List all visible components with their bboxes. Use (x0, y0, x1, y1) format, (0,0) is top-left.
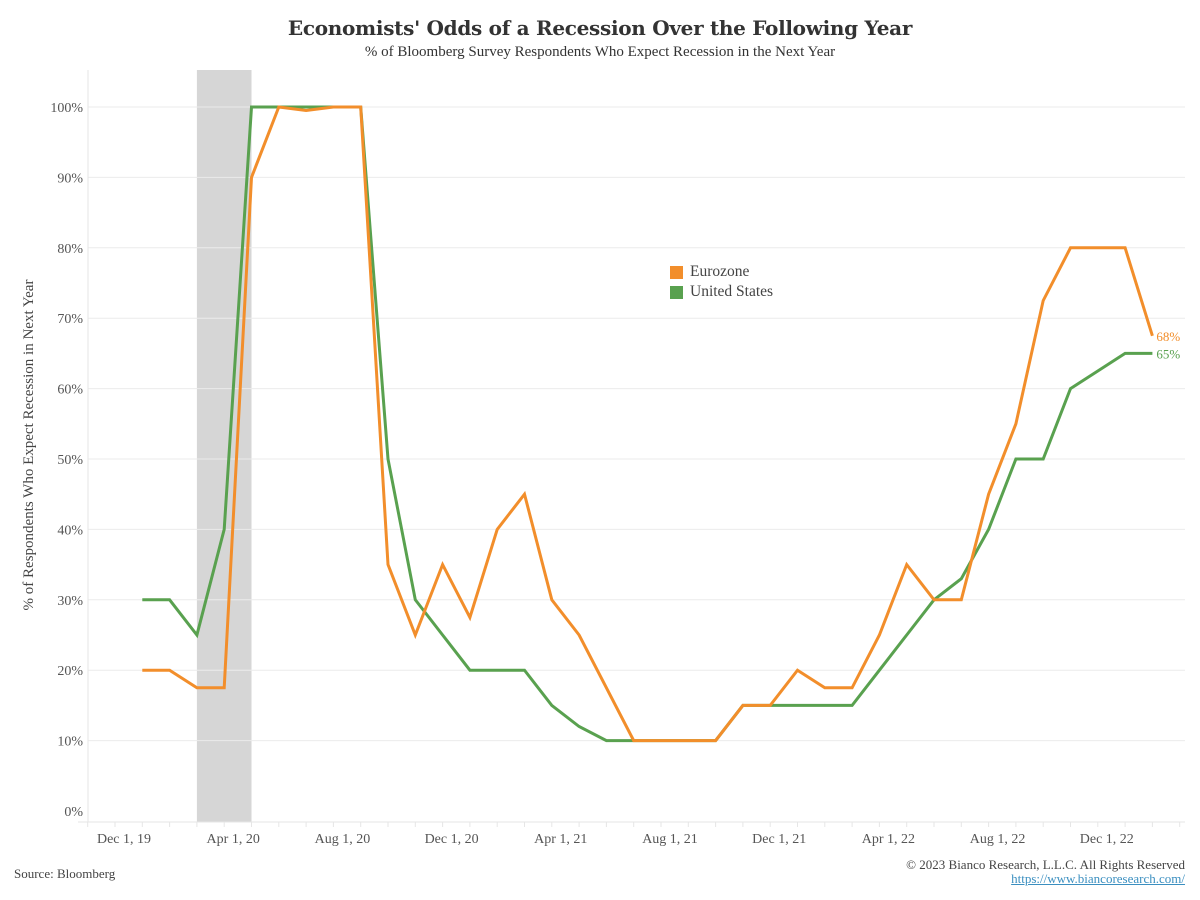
y-tick-label: 60% (57, 383, 83, 398)
x-tick-label: Aug 1, 20 (315, 832, 371, 847)
legend-label: Eurozone (690, 263, 750, 280)
chart-subtitle: % of Bloomberg Survey Respondents Who Ex… (364, 44, 836, 60)
legend: Eurozone United States (670, 262, 773, 302)
x-tick-label: Apr 1, 21 (534, 832, 587, 847)
website-link[interactable]: https://www.biancoresearch.com/ (1011, 871, 1185, 886)
recession-shading (196, 70, 252, 822)
chart-title: Economists' Odds of a Recession Over the… (287, 16, 913, 40)
x-tick-label: Apr 1, 22 (862, 832, 915, 847)
legend-item-eurozone[interactable]: Eurozone (670, 262, 773, 282)
x-tick-label: Dec 1, 20 (425, 832, 479, 847)
x-tick-label: Aug 1, 22 (970, 832, 1026, 847)
legend-swatch-eurozone (670, 265, 683, 279)
x-tick-label: Apr 1, 20 (207, 832, 260, 847)
copyright-text: © 2023 Bianco Research, L.L.C. All Right… (906, 857, 1185, 872)
y-axis-label: % of Respondents Who Expect Recession in… (21, 280, 37, 611)
y-tick-label: 80% (57, 242, 83, 257)
end-value-label-united-states: 65% (1156, 346, 1180, 361)
y-tick-label: 90% (57, 171, 83, 186)
y-tick-label: 50% (57, 453, 83, 468)
y-tick-label: 10% (57, 735, 83, 750)
end-value-label-eurozone: 68% (1156, 329, 1180, 344)
y-tick-label: 20% (57, 664, 83, 679)
series-line-eurozone[interactable] (142, 105, 1154, 743)
y-tick-label: 30% (57, 594, 83, 609)
x-tick-label: Aug 1, 21 (642, 832, 698, 847)
y-tick-label: 70% (57, 312, 83, 327)
legend-item-united-states[interactable]: United States (670, 282, 773, 302)
legend-label: United States (690, 283, 774, 300)
y-tick-label: 100% (50, 101, 83, 116)
x-tick-label: Dec 1, 21 (752, 832, 806, 847)
x-tick-label: Dec 1, 19 (97, 832, 151, 847)
y-tick-label: 0% (64, 805, 83, 820)
copyright-block: © 2023 Bianco Research, L.L.C. All Right… (906, 858, 1185, 886)
legend-swatch-united-states (670, 285, 683, 299)
y-tick-label: 40% (57, 523, 83, 538)
series-line-united-states[interactable] (142, 105, 1153, 743)
x-tick-label: Dec 1, 22 (1080, 832, 1134, 847)
source-note: Source: Bloomberg (14, 866, 116, 881)
